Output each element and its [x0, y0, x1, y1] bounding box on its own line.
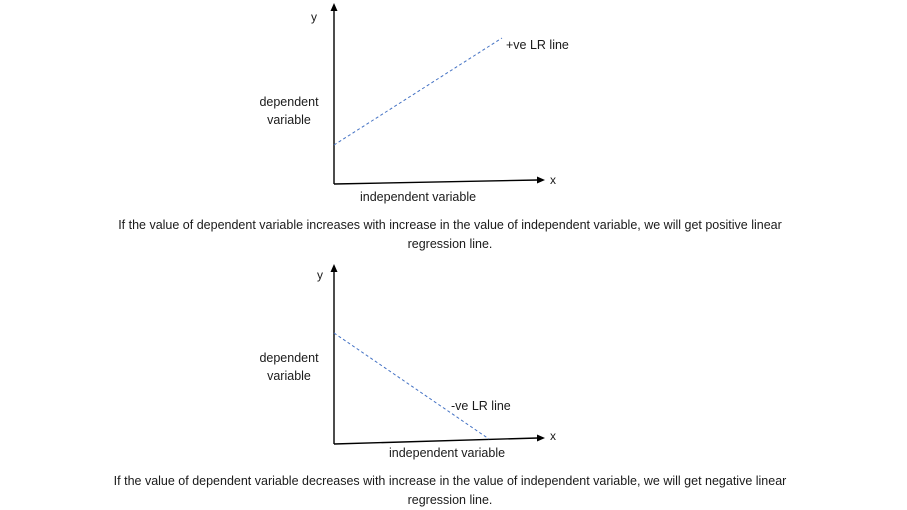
regression-line-label: -ve LR line: [451, 399, 511, 413]
y-axis-letter: y: [311, 10, 317, 24]
y-axis-label: dependent variable: [259, 351, 319, 383]
x-axis: [333, 437, 539, 445]
positive-regression-line: [333, 37, 503, 146]
negative-regression-line: [333, 332, 490, 440]
y-axis-label: dependent variable: [259, 95, 319, 127]
positive-regression-caption: If the value of dependent variable incre…: [118, 218, 782, 251]
x-axis: [333, 179, 539, 185]
x-axis-letter: x: [550, 429, 556, 443]
y-axis-letter: y: [317, 268, 323, 282]
y-axis-arrowhead: [330, 3, 338, 11]
x-axis-letter: x: [550, 173, 556, 187]
regression-line-label: +ve LR line: [506, 38, 569, 52]
x-axis-label: independent variable: [360, 190, 477, 204]
positive-regression-plot: [330, 3, 545, 185]
x-axis-label: independent variable: [389, 446, 506, 460]
y-axis-arrowhead: [330, 264, 338, 272]
x-axis-arrowhead: [537, 176, 545, 184]
positive-regression-diagram: y x dependent variable independent varia…: [0, 0, 907, 208]
negative-regression-plot: [330, 264, 545, 445]
negative-regression-caption: If the value of dependent variable decre…: [113, 474, 787, 507]
negative-regression-diagram: y x dependent variable independent varia…: [0, 258, 907, 466]
x-axis-arrowhead: [537, 434, 545, 442]
